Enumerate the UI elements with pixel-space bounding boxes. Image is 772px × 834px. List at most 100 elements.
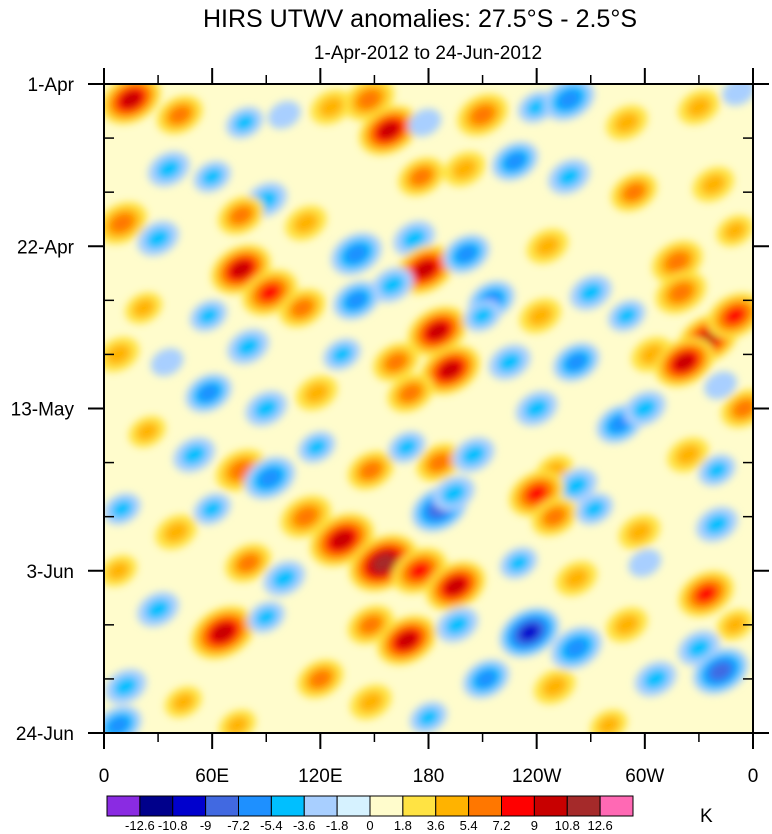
colorbar-box xyxy=(468,795,502,817)
colorbar-box xyxy=(238,795,272,817)
colorbar-label: 0 xyxy=(366,818,373,833)
anomaly-contour xyxy=(150,348,184,377)
anomaly-contour xyxy=(524,398,549,419)
anomaly-contour xyxy=(686,96,712,118)
anomaly-contour xyxy=(291,299,313,317)
anomaly-contour xyxy=(544,507,566,526)
anomaly-contour xyxy=(399,384,421,402)
colorbar-box xyxy=(139,795,174,817)
anomaly-contour xyxy=(669,283,693,303)
colorbar-label: -1.8 xyxy=(326,818,348,833)
anomaly-field xyxy=(104,84,753,733)
anomaly-contour xyxy=(704,514,730,535)
x-tick-label: 120W xyxy=(512,766,562,787)
colorbar-box xyxy=(599,795,634,817)
anomaly-contour xyxy=(414,260,436,278)
colorbar-box xyxy=(205,795,239,817)
anomaly-contour xyxy=(417,708,440,727)
anomaly-contour xyxy=(253,398,279,419)
anomaly-contour xyxy=(428,453,450,472)
anomaly-contour xyxy=(564,638,588,658)
colorbar-box xyxy=(270,795,305,817)
anomaly-contour xyxy=(318,96,344,118)
colorbar-box xyxy=(435,795,470,817)
colorbar-label: -9 xyxy=(200,818,212,833)
x-tick-label: 180 xyxy=(413,766,445,787)
anomaly-contour xyxy=(674,353,695,371)
anomaly-contour xyxy=(526,484,548,503)
anomaly-contour xyxy=(385,353,407,371)
anomaly-contour xyxy=(408,561,431,580)
y-tick-label: 13-May xyxy=(11,400,75,421)
anomaly-contour xyxy=(230,260,252,278)
anomaly-contour xyxy=(441,483,467,504)
anomaly-contour xyxy=(632,398,658,419)
anomaly-contour xyxy=(378,121,400,139)
anomaly-contour xyxy=(609,415,631,433)
y-tick-label: 24-Jun xyxy=(16,724,74,745)
anomaly-contour xyxy=(136,422,159,441)
anomaly-contour xyxy=(471,306,494,326)
anomaly-contour xyxy=(211,623,235,642)
colorbar-label: -10.8 xyxy=(158,818,188,833)
anomaly-contour xyxy=(504,152,526,171)
anomaly-contour xyxy=(535,235,560,257)
anomaly-contour xyxy=(643,668,668,690)
anomaly-contour xyxy=(181,444,207,466)
anomaly-contour xyxy=(258,468,282,488)
colorbar-box xyxy=(369,795,404,817)
anomaly-contour xyxy=(345,291,367,310)
anomaly-contour xyxy=(452,158,477,180)
colorbar-label: -7.2 xyxy=(227,818,249,833)
anomaly-contour xyxy=(527,305,553,327)
colorbar-box xyxy=(566,795,601,817)
anomaly-contour xyxy=(542,676,567,697)
anomaly-contour xyxy=(172,692,195,712)
anomaly-contour xyxy=(145,599,171,620)
colorbar-box xyxy=(172,795,207,817)
anomaly-contour xyxy=(705,461,728,480)
anomaly-contour xyxy=(309,670,331,688)
anomaly-contour xyxy=(556,166,582,188)
anomaly-contour xyxy=(445,577,466,595)
anomaly-contour xyxy=(723,615,746,635)
x-tick-label: 60W xyxy=(625,766,664,787)
anomaly-contour xyxy=(395,437,418,457)
anomaly-contour xyxy=(107,716,129,733)
anomaly-contour xyxy=(578,282,604,303)
anomaly-contour xyxy=(623,183,645,201)
anomaly-contour xyxy=(497,351,522,373)
anomaly-contour xyxy=(271,568,297,589)
anomaly-contour xyxy=(201,167,224,186)
y-tick-label: 1-Apr xyxy=(28,75,75,96)
x-tick-label: 0 xyxy=(99,766,110,787)
anomaly-contour xyxy=(169,106,191,124)
anomaly-contour xyxy=(197,306,220,326)
anomaly-contour xyxy=(235,336,261,357)
y-tick-label: 22-Apr xyxy=(17,237,75,258)
colorbar-box xyxy=(501,795,535,817)
plot-area xyxy=(104,84,753,733)
anomaly-contour xyxy=(396,631,418,649)
anomaly-contour xyxy=(294,507,318,527)
anomaly-contour xyxy=(330,530,354,550)
anomaly-contour xyxy=(471,105,495,125)
anomaly-contour xyxy=(704,371,737,400)
colorbar-label: 3.6 xyxy=(427,818,445,833)
colorbar-label: 1.8 xyxy=(394,818,412,833)
anomaly-contour xyxy=(293,212,319,234)
chart-title: HIRS UTWV anomalies: 27.5°S - 2.5°S xyxy=(203,5,637,33)
anomaly-contour xyxy=(557,89,581,110)
anomaly-contour xyxy=(113,676,138,697)
colorbar-label: 9 xyxy=(531,818,538,833)
anomaly-contour xyxy=(628,549,662,577)
anomaly-contour xyxy=(564,475,589,497)
anomaly-contour xyxy=(665,252,689,272)
anomaly-contour xyxy=(565,353,587,371)
anomaly-contour xyxy=(305,437,328,457)
anomaly-contour xyxy=(701,174,726,195)
anomaly-contour xyxy=(461,444,486,466)
colorbar-box xyxy=(303,795,338,817)
anomaly-contour xyxy=(507,553,530,573)
